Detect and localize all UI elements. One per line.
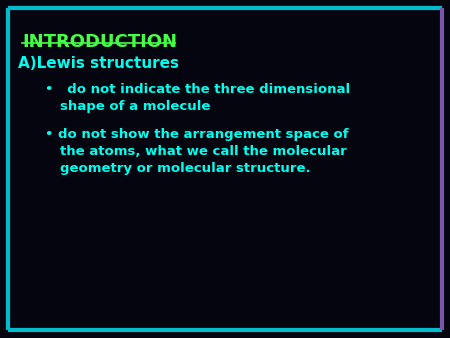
Text: INTRODUCTION: INTRODUCTION [22,33,177,51]
Text: •   do not indicate the three dimensional: • do not indicate the three dimensional [45,83,350,96]
Text: geometry or molecular structure.: geometry or molecular structure. [60,162,310,175]
Text: the atoms, what we call the molecular: the atoms, what we call the molecular [60,145,347,158]
Text: • do not show the arrangement space of: • do not show the arrangement space of [45,128,349,141]
Text: shape of a molecule: shape of a molecule [60,100,211,113]
Text: A)Lewis structures: A)Lewis structures [18,56,179,71]
